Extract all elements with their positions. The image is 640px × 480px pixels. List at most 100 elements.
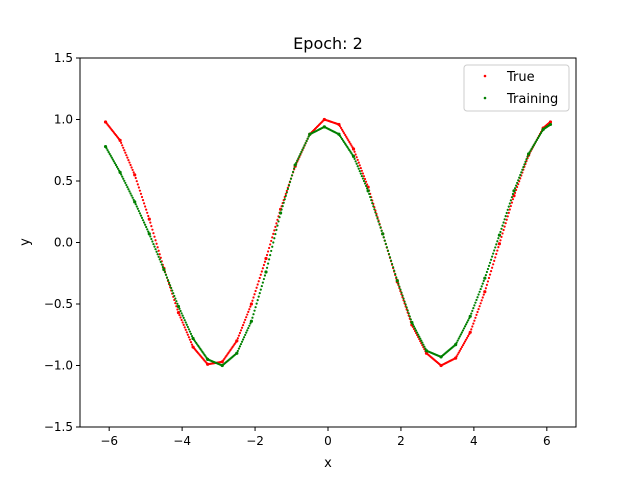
scatter-fill-point <box>392 266 395 269</box>
scatter-fill-point <box>493 249 496 252</box>
x-tick-label: −2 <box>246 434 264 448</box>
scatter-fill-point <box>249 322 252 325</box>
scatter-fill-point <box>474 301 477 304</box>
scatter-fill-point <box>495 252 498 256</box>
x-tick-label: −4 <box>173 434 191 448</box>
scatter-fill-point <box>262 263 266 267</box>
scatter-fill-point <box>364 180 368 183</box>
data-point <box>351 154 356 158</box>
scatter-fill-point <box>129 163 132 167</box>
scatter-fill-point <box>114 163 118 167</box>
scatter-fill-point <box>240 326 244 329</box>
scatter-fill-point <box>346 137 349 140</box>
scatter-fill-point <box>277 220 280 223</box>
x-tick-label: −6 <box>100 434 118 448</box>
scatter-fill-point <box>378 223 381 226</box>
scatter-fill-point <box>513 187 517 190</box>
scatter-fill-point <box>268 246 271 250</box>
scatter-fill-point <box>146 228 149 231</box>
scatter-fill-point <box>358 164 361 167</box>
scatter-fill-point <box>474 316 477 319</box>
data-point <box>548 120 553 124</box>
scatter-fill-point <box>261 267 264 270</box>
scatter-fill-point <box>265 266 269 269</box>
scatter-fill-point <box>505 211 508 215</box>
scatter-fill-point <box>285 191 288 194</box>
scatter-fill-point <box>489 270 493 273</box>
scatter-fill-point <box>244 333 247 337</box>
scatter-fill-point <box>182 316 185 319</box>
scatter-fill-point <box>372 205 375 208</box>
scatter-fill-point <box>185 323 188 326</box>
scatter-fill-point <box>253 309 256 312</box>
scatter-fill-point <box>130 166 133 169</box>
scatter-fill-point <box>466 321 469 324</box>
scatter-fill-point <box>260 284 263 288</box>
scatter-fill-point <box>188 338 192 341</box>
scatter-fill-point <box>363 182 367 185</box>
scatter-fill-point <box>510 196 514 199</box>
scatter-fill-point <box>302 146 305 149</box>
scatter-fill-point <box>460 331 463 334</box>
scatter-fill-point <box>456 353 459 356</box>
legend-box <box>463 64 570 112</box>
scatter-fill-point <box>174 297 177 300</box>
chart-title: Epoch: 2 <box>293 34 363 53</box>
scatter-fill-point <box>254 289 257 293</box>
scatter-fill-point <box>423 345 426 348</box>
scatter-fill-point <box>340 128 344 131</box>
data-point <box>118 138 122 143</box>
scatter-fill-point <box>508 208 511 211</box>
scatter-fill-point <box>130 194 133 197</box>
scatter-fill-point <box>494 256 497 259</box>
scatter-fill-point <box>164 273 168 276</box>
scatter-fill-point <box>493 259 496 262</box>
scatter-fill-point <box>144 223 147 226</box>
scatter-fill-point <box>482 293 485 296</box>
scatter-fill-point <box>350 152 353 155</box>
scatter-fill-point <box>266 250 270 253</box>
scatter-fill-point <box>477 293 480 296</box>
data-point <box>235 351 239 355</box>
scatter-fill-point <box>256 299 259 302</box>
scatter-fill-point <box>340 137 344 141</box>
scatter-fill-point <box>121 175 124 178</box>
scatter-fill-point <box>238 331 242 335</box>
scatter-fill-point <box>380 229 383 232</box>
scatter-fill-point <box>459 333 462 336</box>
scatter-fill-point <box>237 334 241 337</box>
scatter-fill-point <box>359 172 362 175</box>
scatter-fill-point <box>348 148 351 152</box>
scatter-fill-point <box>479 287 482 291</box>
y-tick-label: 1.0 <box>54 113 73 127</box>
scatter-fill-point <box>501 232 504 235</box>
scatter-fill-point <box>299 152 302 156</box>
scatter-fill-point <box>263 260 267 263</box>
data-point <box>249 319 254 323</box>
scatter-fill-point <box>290 174 294 177</box>
data-point <box>264 270 268 274</box>
scatter-fill-point <box>236 349 239 353</box>
scatter-fill-point <box>274 232 277 236</box>
scatter-fill-point <box>455 341 458 344</box>
scatter-fill-point <box>390 262 394 266</box>
scatter-fill-point <box>486 280 490 283</box>
scatter-fill-point <box>510 201 514 204</box>
scatter-fill-point <box>190 343 194 346</box>
scatter-fill-point <box>275 228 278 231</box>
data-point <box>278 211 283 215</box>
scatter-fill-point <box>140 216 144 219</box>
scatter-fill-point <box>112 160 115 163</box>
scatter-fill-point <box>270 239 273 243</box>
scatter-fill-point <box>249 305 252 308</box>
data-series <box>103 117 553 368</box>
scatter-fill-point <box>178 307 181 310</box>
data-point <box>366 189 370 193</box>
scatter-fill-point <box>122 177 125 180</box>
scatter-fill-point <box>129 192 132 195</box>
scatter-fill-point <box>186 333 189 336</box>
scatter-fill-point <box>470 312 473 315</box>
scatter-fill-point <box>505 218 508 221</box>
scatter-fill-point <box>180 312 183 315</box>
data-point <box>497 242 502 246</box>
